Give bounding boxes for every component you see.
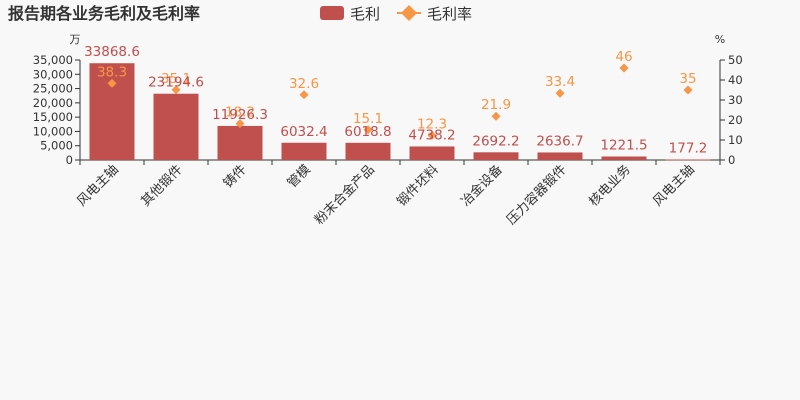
right-tick-label: 20	[728, 113, 743, 127]
bar-gross-profit[interactable]	[153, 93, 199, 160]
rate-points	[107, 63, 693, 140]
label-gross-margin: 15.1	[353, 111, 383, 127]
left-tick-label: 35,000	[33, 53, 73, 67]
right-tick-label: 30	[728, 93, 743, 107]
x-category-label: 铸件	[220, 162, 250, 192]
bar-gross-profit[interactable]	[345, 142, 391, 160]
x-category-label: 其他锻件	[138, 162, 185, 209]
x-category-label: 粉末合金产品	[311, 162, 377, 228]
label-gross-profit: 11926.3	[212, 107, 268, 123]
x-category-label: 锻件坯料	[394, 162, 441, 209]
point-gross-margin[interactable]	[235, 119, 245, 129]
label-gross-profit: 2692.2	[472, 133, 519, 149]
legend-swatch-gross-profit[interactable]	[320, 6, 344, 20]
point-gross-margin[interactable]	[107, 78, 117, 88]
point-gross-margin[interactable]	[491, 111, 501, 121]
left-tick-label: 10,000	[33, 124, 73, 138]
point-gross-margin[interactable]	[363, 125, 373, 135]
left-tick-label: 20,000	[33, 96, 73, 110]
point-gross-margin[interactable]	[427, 130, 437, 140]
bar-gross-profit[interactable]	[601, 156, 647, 160]
label-gross-margin: 35	[679, 71, 696, 87]
point-gross-margin[interactable]	[171, 85, 181, 95]
point-gross-margin[interactable]	[619, 63, 629, 73]
bar-gross-profit[interactable]	[473, 152, 519, 160]
legend-label-gross-profit[interactable]: 毛利	[350, 5, 380, 23]
left-axis-unit: 万	[70, 33, 81, 46]
label-gross-margin: 21.9	[481, 97, 511, 113]
left-tick-label: 15,000	[33, 110, 73, 124]
right-tick-label: 40	[728, 73, 743, 87]
right-tick-label: 50	[728, 53, 743, 67]
left-tick-label: 25,000	[33, 82, 73, 96]
x-category-label: 核电业务	[586, 162, 634, 210]
x-category-label: 管模	[285, 162, 314, 191]
data-labels: 38.3 35.1 18.2 32.6 15.1 12.3 21.9 33.4 46 35 3386…	[84, 44, 707, 156]
label-gross-profit: 6032.4	[280, 124, 327, 140]
left-tick-label: 30,000	[33, 67, 73, 81]
x-category-label: 风电主轴	[650, 162, 697, 209]
label-gross-margin: 35.1	[161, 71, 191, 87]
point-gross-margin[interactable]	[299, 90, 309, 100]
x-category-label: 压力容器锻件	[503, 162, 569, 228]
left-tick-label: 0	[66, 153, 73, 167]
label-gross-profit: 33868.6	[84, 44, 140, 60]
bar-gross-profit[interactable]	[217, 125, 263, 160]
label-gross-profit: 4738.2	[408, 127, 455, 143]
label-gross-margin: 32.6	[289, 76, 319, 92]
legend: 毛利 毛利率	[320, 5, 472, 23]
legend-label-gross-margin[interactable]: 毛利率	[427, 5, 472, 23]
bar-gross-profit[interactable]	[665, 159, 711, 161]
x-category-label: 风电主轴	[74, 162, 121, 209]
point-gross-margin[interactable]	[555, 88, 565, 98]
label-gross-margin: 46	[615, 49, 632, 65]
right-axis-unit: %	[715, 33, 725, 46]
legend-swatch-gross-margin[interactable]	[397, 5, 421, 21]
label-gross-profit: 2636.7	[536, 133, 583, 149]
label-gross-margin: 18.2	[225, 105, 255, 121]
label-gross-profit: 1221.5	[600, 138, 647, 154]
x-category-label: 冶金设备	[458, 162, 506, 210]
right-tick-label: 10	[728, 133, 743, 147]
label-gross-margin: 12.3	[417, 116, 447, 132]
label-gross-profit: 177.2	[669, 140, 708, 156]
label-gross-margin: 33.4	[545, 74, 575, 90]
bar-gross-profit[interactable]	[537, 152, 583, 160]
bars	[89, 63, 711, 161]
label-gross-profit: 23194.6	[148, 75, 204, 91]
label-gross-margin: 38.3	[97, 64, 127, 80]
bar-gross-profit[interactable]	[409, 146, 455, 160]
left-tick-label: 5,000	[40, 139, 73, 153]
point-gross-margin[interactable]	[683, 85, 693, 95]
bar-gross-profit[interactable]	[281, 142, 327, 160]
right-tick-label: 0	[728, 153, 735, 167]
chart-title: 报告期各业务毛利及毛利率	[8, 4, 200, 23]
label-gross-profit: 6018.8	[344, 124, 391, 140]
